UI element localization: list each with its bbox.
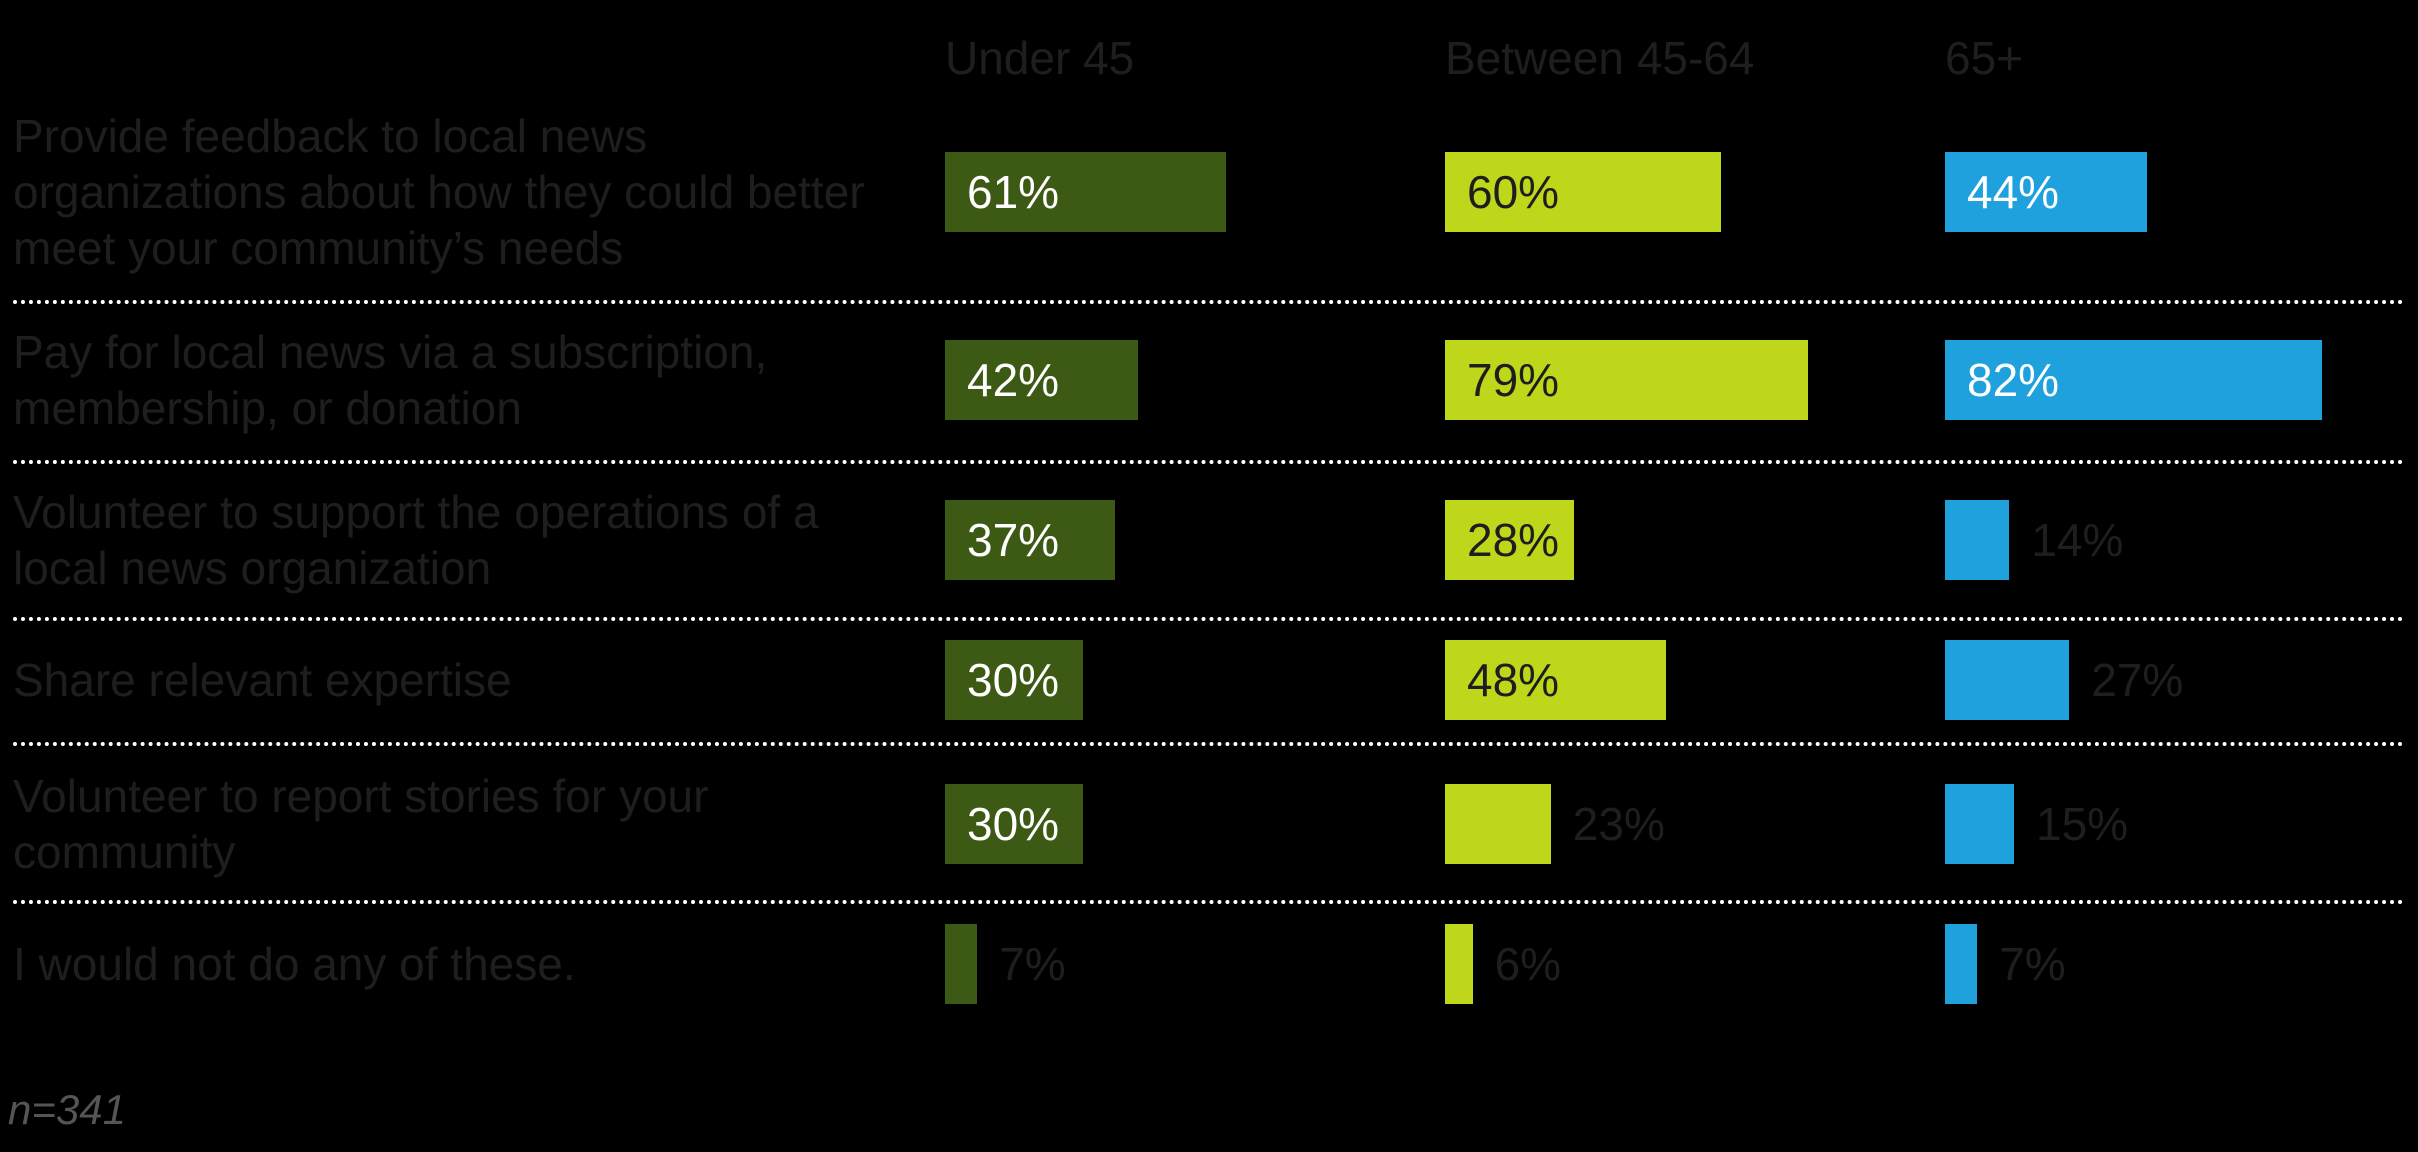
bar-2-3 — [1945, 640, 2070, 720]
bar-1-4 — [1445, 784, 1551, 864]
category-label-5-line-0: I would not do any of these. — [13, 938, 576, 990]
category-label-4-line-0: Volunteer to report stories for your — [13, 770, 709, 822]
value-label-2-0: 44% — [1967, 166, 2060, 218]
sample-size-note: n=341 — [8, 1086, 126, 1133]
category-label-1-line-0: Pay for local news via a subscription, — [13, 326, 768, 378]
row-divider-0 — [13, 300, 2405, 304]
value-label-0-4: 30% — [967, 798, 1060, 850]
bar-0-0 — [945, 152, 1226, 232]
row-divider-2 — [13, 617, 2405, 621]
bar-0-5 — [945, 924, 978, 1004]
column-header-2: 65+ — [1945, 32, 2024, 84]
category-label-3-line-0: Share relevant expertise — [13, 654, 512, 706]
value-label-1-1: 79% — [1467, 354, 1560, 406]
column-header-1: Between 45-64 — [1445, 32, 1755, 84]
value-label-1-3: 48% — [1467, 654, 1560, 706]
category-label-0-line-2: meet your community’s needs — [13, 222, 624, 274]
row-divider-1 — [13, 460, 2405, 464]
value-label-2-3: 27% — [2091, 654, 2184, 706]
row-divider-3 — [13, 742, 2405, 746]
bar-1-1 — [1445, 340, 1809, 420]
bar-2-1 — [1945, 340, 2323, 420]
value-label-0-0: 61% — [967, 166, 1060, 218]
bar-2-5 — [1945, 924, 1978, 1004]
bar-1-0 — [1445, 152, 1721, 232]
value-label-2-2: 14% — [2031, 514, 2124, 566]
category-label-0-line-1: organizations about how they could bette… — [13, 166, 865, 218]
bar-2-0 — [1945, 152, 2148, 232]
value-label-1-2: 28% — [1467, 514, 1560, 566]
bar-2-4 — [1945, 784, 2014, 864]
bar-0-3 — [945, 640, 1083, 720]
value-label-1-0: 60% — [1467, 166, 1560, 218]
value-label-0-5: 7% — [999, 938, 1066, 990]
category-label-2-line-1: local news organization — [13, 542, 492, 594]
value-label-2-5: 7% — [1999, 938, 2066, 990]
column-header-0: Under 45 — [945, 32, 1135, 84]
value-label-0-1: 42% — [967, 354, 1060, 406]
bar-1-2 — [1445, 500, 1574, 580]
category-label-4-line-1: community — [13, 826, 236, 878]
category-label-0-line-0: Provide feedback to local news — [13, 110, 648, 162]
category-label-2-line-0: Volunteer to support the operations of a — [13, 486, 819, 538]
value-label-2-4: 15% — [2036, 798, 2129, 850]
bar-1-5 — [1445, 924, 1473, 1004]
value-label-0-2: 37% — [967, 514, 1060, 566]
value-label-0-3: 30% — [967, 654, 1060, 706]
bar-2-2 — [1945, 500, 2010, 580]
bar-1-3 — [1445, 640, 1666, 720]
value-label-1-5: 6% — [1494, 938, 1562, 990]
value-label-1-4: 23% — [1572, 798, 1665, 850]
bar-0-4 — [945, 784, 1083, 864]
bar-0-2 — [945, 500, 1116, 580]
row-divider-4 — [13, 900, 2405, 904]
bar-0-1 — [945, 340, 1139, 420]
category-label-1-line-1: membership, or donation — [13, 382, 522, 434]
value-label-2-1: 82% — [1967, 354, 2060, 406]
